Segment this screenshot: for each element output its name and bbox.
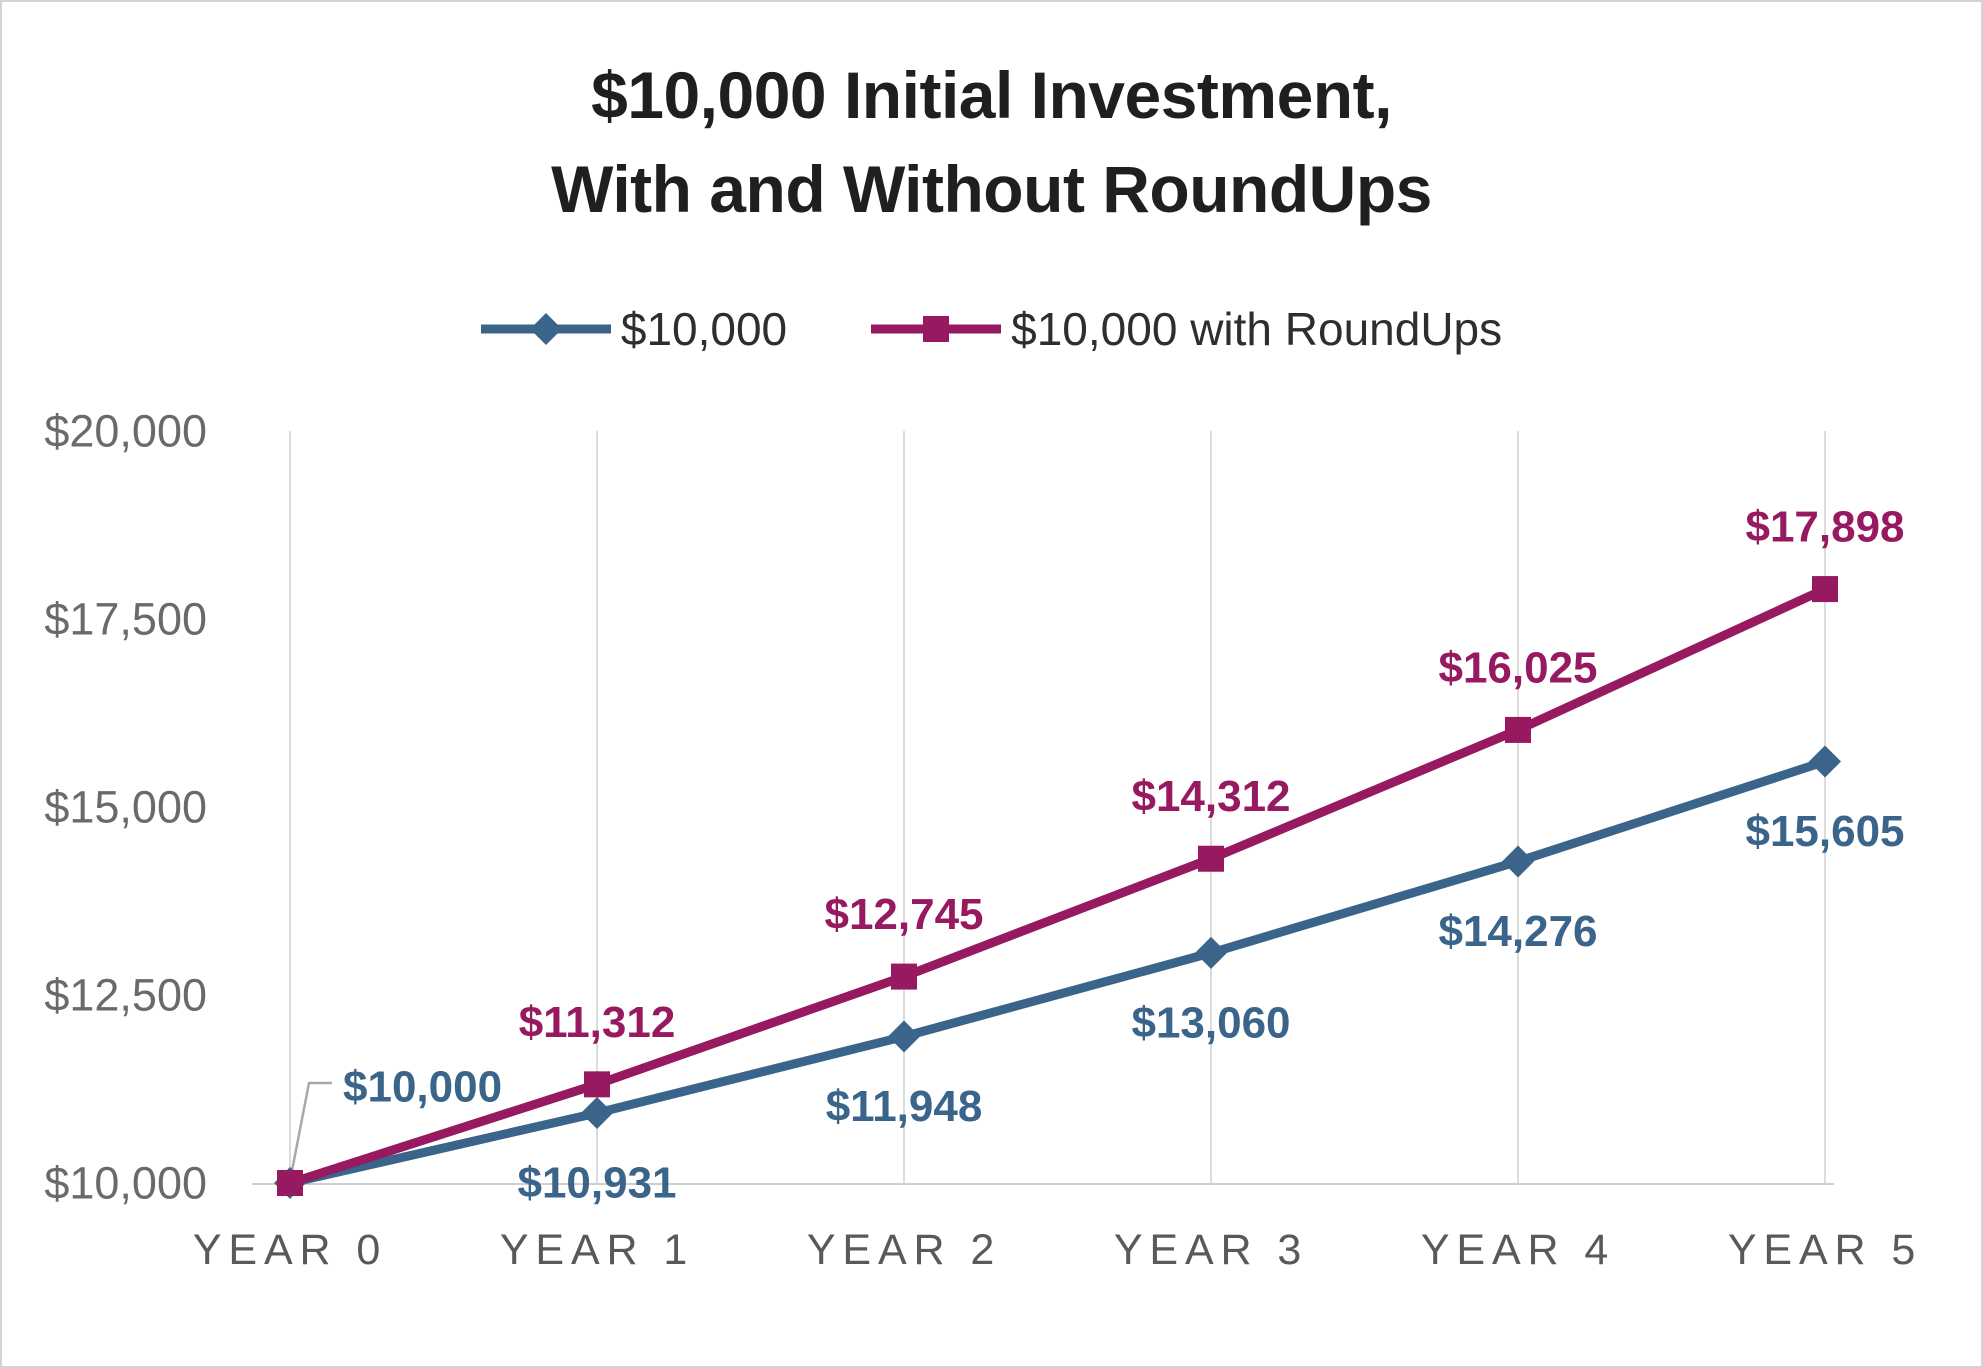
data-label: $11,948 (826, 1082, 983, 1131)
x-axis-category-label: YEAR 5 (1728, 1226, 1922, 1274)
legend-item: $10,000 with RoundUps (871, 302, 1502, 356)
data-label: $14,312 (1131, 772, 1290, 821)
data-label: $10,000 (343, 1063, 502, 1112)
diamond-legend-marker-icon (480, 313, 611, 345)
diamond-marker-icon (1195, 936, 1227, 969)
square-legend-marker-icon (871, 316, 1002, 342)
series-line-0 (288, 757, 1827, 1188)
square-marker-icon (1812, 576, 1838, 603)
y-axis-tick-label: $15,000 (44, 782, 207, 833)
legend-label: $10,000 (620, 303, 788, 355)
leader-line (288, 1081, 332, 1182)
diamond-marker-icon (581, 1096, 613, 1129)
data-label: $16,025 (1438, 643, 1597, 692)
x-axis-category-label: YEAR 3 (1114, 1226, 1308, 1274)
chart-title-line1: $10,000 Initial Investment, (591, 58, 1392, 132)
diamond-marker-icon (1809, 745, 1841, 778)
data-label: $15,605 (1745, 807, 1904, 856)
series-line-1 (288, 584, 1827, 1188)
data-label: $12,745 (824, 890, 983, 939)
x-axis-category-label: YEAR 1 (500, 1226, 694, 1274)
data-label: $17,898 (1745, 503, 1904, 552)
square-marker-icon (277, 1170, 303, 1196)
diamond-marker-icon (1502, 845, 1534, 878)
legend-label: $10,000 with RoundUps (1011, 303, 1503, 355)
diamond-marker-icon (888, 1020, 920, 1053)
data-label: $13,060 (1131, 998, 1290, 1047)
x-axis-category-label: YEAR 2 (807, 1226, 1001, 1274)
square-marker-icon (1505, 716, 1531, 743)
data-label: $14,276 (1438, 907, 1597, 956)
data-label: $11,312 (519, 998, 676, 1047)
y-axis-tick-label: $10,000 (44, 1158, 207, 1209)
square-marker-icon (891, 963, 917, 990)
data-label: $10,931 (517, 1158, 676, 1207)
y-axis-tick-label: $17,500 (44, 594, 207, 645)
x-axis-category-label: YEAR 0 (193, 1226, 387, 1274)
square-marker-icon (1198, 845, 1224, 872)
square-marker-icon (584, 1071, 610, 1098)
y-axis-tick-label: $12,500 (44, 970, 207, 1021)
chart-title-line2: With and Without RoundUps (551, 152, 1432, 226)
chart-title: $10,000 Initial Investment, With and Wit… (2, 48, 1981, 236)
x-axis-category-label: YEAR 4 (1421, 1226, 1615, 1274)
legend-item: $10,000 (480, 302, 788, 356)
y-axis-tick-label: $20,000 (44, 406, 207, 457)
legend: $10,000 $10,000 with RoundUps (2, 302, 1981, 356)
